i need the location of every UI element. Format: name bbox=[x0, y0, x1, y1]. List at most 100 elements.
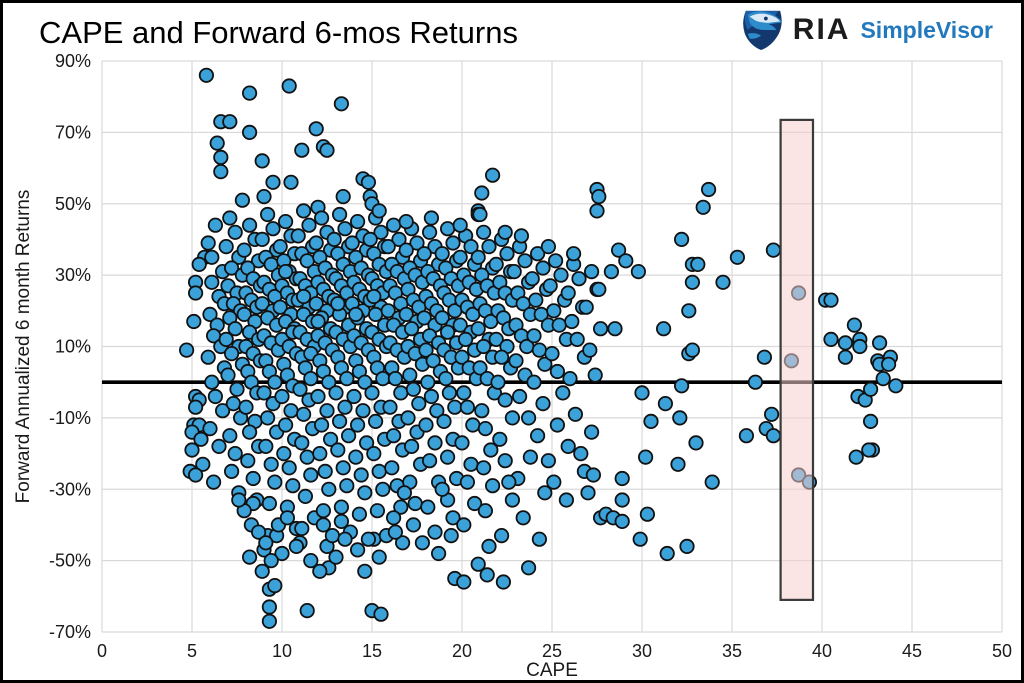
data-point bbox=[848, 449, 864, 465]
data-point bbox=[231, 492, 247, 508]
data-point bbox=[402, 367, 418, 383]
data-point bbox=[443, 527, 459, 544]
data-point bbox=[592, 321, 609, 337]
data-point bbox=[179, 342, 195, 358]
x-tick-label: 5 bbox=[187, 641, 197, 661]
data-point bbox=[261, 495, 277, 512]
data-point bbox=[258, 438, 274, 454]
data-point bbox=[333, 499, 349, 515]
data-point bbox=[403, 321, 420, 337]
data-point bbox=[546, 303, 562, 319]
data-point bbox=[364, 385, 380, 401]
data-point bbox=[690, 256, 706, 272]
data-point bbox=[313, 417, 330, 433]
data-point bbox=[339, 478, 355, 494]
data-point bbox=[610, 242, 627, 258]
data-point bbox=[747, 374, 764, 390]
data-point bbox=[337, 221, 353, 237]
x-tick-label: 10 bbox=[272, 641, 292, 661]
data-point bbox=[204, 274, 220, 290]
data-point bbox=[504, 410, 520, 426]
data-point bbox=[265, 174, 281, 190]
data-point bbox=[560, 438, 576, 454]
data-point bbox=[511, 388, 528, 405]
data-point bbox=[385, 510, 402, 526]
data-point bbox=[224, 345, 240, 362]
data-point bbox=[420, 374, 436, 390]
data-point bbox=[472, 206, 488, 223]
data-point bbox=[394, 535, 411, 551]
data-point bbox=[434, 481, 450, 497]
x-tick-label: 35 bbox=[722, 641, 742, 661]
data-point bbox=[463, 456, 479, 472]
data-point bbox=[861, 442, 877, 458]
data-point bbox=[420, 499, 436, 515]
data-point bbox=[439, 221, 456, 237]
data-point bbox=[256, 189, 272, 205]
data-point bbox=[188, 467, 204, 483]
data-point bbox=[546, 474, 562, 490]
data-point bbox=[580, 485, 596, 501]
data-point bbox=[299, 602, 315, 619]
data-point bbox=[387, 524, 403, 540]
data-point bbox=[567, 406, 584, 422]
data-point bbox=[463, 239, 479, 255]
data-point bbox=[274, 545, 290, 562]
data-point bbox=[227, 445, 243, 462]
data-point bbox=[303, 552, 319, 569]
data-point bbox=[337, 531, 353, 547]
data-point bbox=[382, 399, 398, 415]
data-point bbox=[569, 331, 585, 347]
data-point bbox=[508, 353, 524, 369]
data-point bbox=[504, 492, 520, 508]
data-point bbox=[614, 470, 630, 487]
data-point bbox=[549, 363, 566, 380]
data-point bbox=[283, 403, 299, 419]
data-point bbox=[198, 67, 214, 83]
data-point bbox=[589, 203, 605, 219]
y-axis-title: Forward Annualized 6 month Returns bbox=[13, 190, 34, 504]
data-point bbox=[441, 385, 457, 401]
data-point bbox=[295, 203, 312, 219]
data-point bbox=[184, 442, 200, 458]
data-point bbox=[353, 467, 369, 483]
chart-title: CAPE and Forward 6-mos Returns bbox=[39, 15, 518, 50]
data-point bbox=[245, 470, 261, 487]
y-tick-label: 70% bbox=[55, 122, 91, 142]
data-point bbox=[542, 278, 558, 294]
data-point bbox=[319, 142, 335, 158]
data-point bbox=[551, 317, 567, 333]
data-point bbox=[207, 388, 223, 405]
data-point bbox=[837, 349, 854, 365]
data-point bbox=[540, 239, 557, 255]
data-point bbox=[497, 392, 513, 408]
data-point bbox=[385, 217, 402, 233]
data-point bbox=[351, 506, 367, 522]
data-point bbox=[312, 445, 328, 462]
data-point bbox=[765, 428, 782, 444]
data-point bbox=[416, 246, 432, 262]
data-point bbox=[281, 78, 297, 94]
data-point bbox=[335, 189, 351, 205]
data-point bbox=[317, 463, 333, 479]
data-point bbox=[630, 263, 647, 280]
data-point bbox=[423, 388, 439, 405]
data-point bbox=[481, 239, 497, 255]
data-point bbox=[211, 438, 227, 454]
data-point bbox=[429, 403, 445, 419]
data-point bbox=[403, 438, 420, 454]
data-point bbox=[445, 510, 461, 526]
data-point bbox=[349, 542, 366, 558]
data-point bbox=[578, 299, 594, 315]
data-point bbox=[520, 410, 537, 426]
data-point bbox=[321, 481, 337, 497]
data-point bbox=[436, 413, 452, 429]
x-tick-label: 25 bbox=[542, 641, 562, 661]
data-point bbox=[470, 556, 486, 572]
data-point bbox=[294, 520, 310, 537]
data-point bbox=[459, 474, 475, 490]
data-point bbox=[591, 189, 607, 205]
data-point bbox=[328, 385, 344, 401]
data-point bbox=[416, 310, 432, 326]
data-point bbox=[267, 474, 283, 490]
